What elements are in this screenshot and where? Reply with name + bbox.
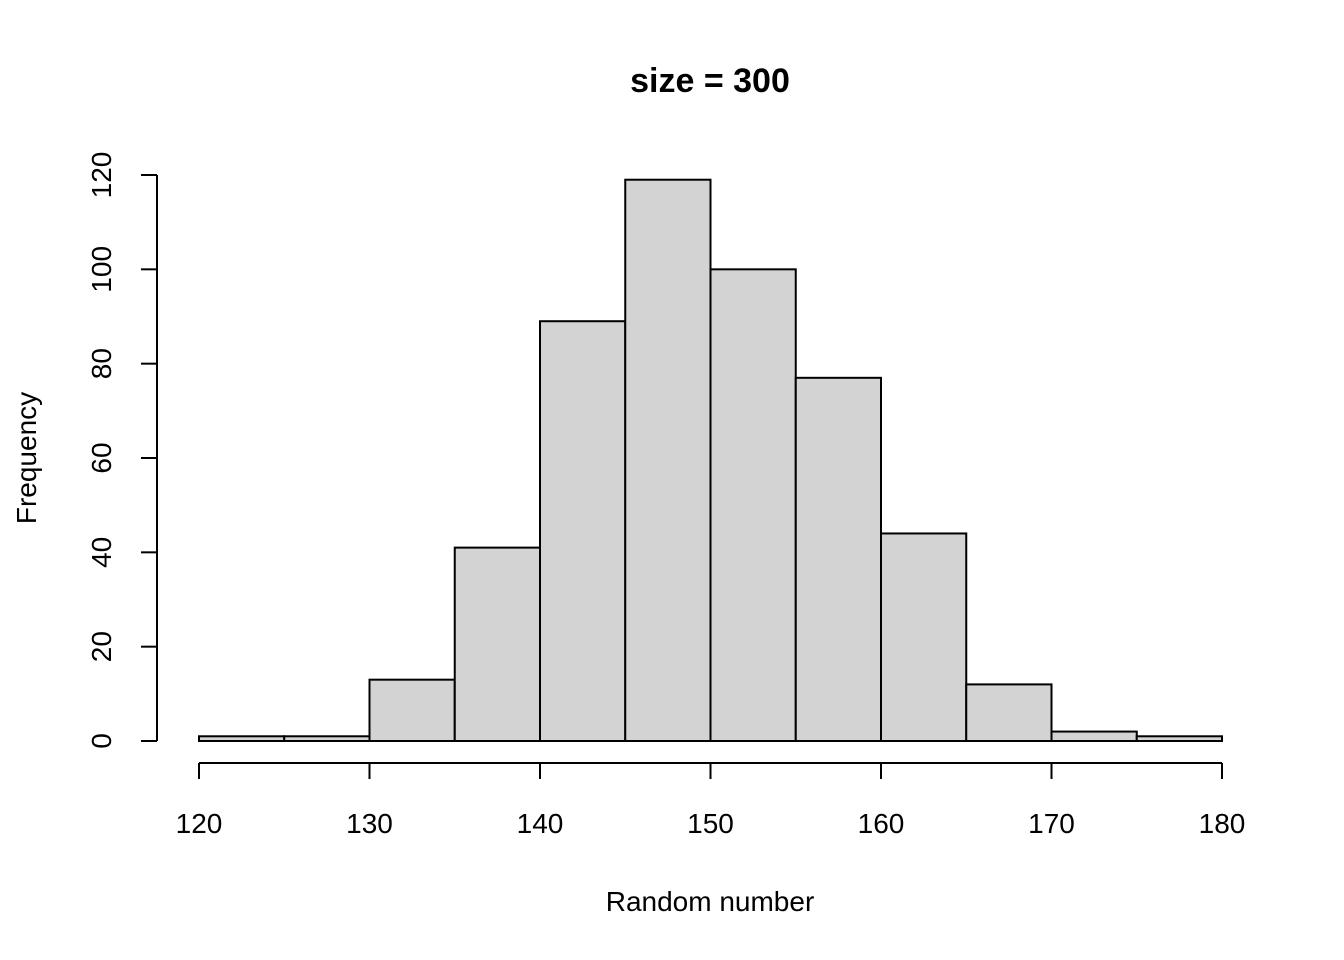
y-tick-label: 120 xyxy=(86,152,117,199)
x-axis: 120 130 140 150 160 170 180 xyxy=(176,762,1246,839)
histogram-bar xyxy=(965,683,1053,743)
histogram-bar xyxy=(1050,730,1138,742)
histogram-bar xyxy=(1135,735,1223,742)
histogram-bar xyxy=(453,546,541,742)
y-tick-label: 60 xyxy=(86,442,117,473)
y-tick-label: 20 xyxy=(86,631,117,662)
y-tick-label: 0 xyxy=(86,733,117,749)
histogram-bar xyxy=(283,735,371,742)
y-axis: 0 20 40 60 80 100 120 xyxy=(86,152,158,749)
x-tick-label: 140 xyxy=(517,808,564,839)
histogram-bar xyxy=(624,178,712,742)
y-tick-label: 40 xyxy=(86,537,117,568)
histogram-bar xyxy=(880,532,968,743)
x-tick-label: 150 xyxy=(687,808,734,839)
x-axis-label: Random number xyxy=(606,886,815,917)
histogram-bar xyxy=(794,376,882,742)
histogram-bar xyxy=(368,678,456,743)
histogram-bar xyxy=(198,735,286,742)
histogram-bar xyxy=(709,268,797,742)
x-tick-label: 170 xyxy=(1028,808,1075,839)
x-tick-label: 120 xyxy=(176,808,223,839)
y-tick-label: 100 xyxy=(86,246,117,293)
y-axis-label: Frequency xyxy=(11,392,42,524)
chart-title: size = 300 xyxy=(630,62,790,100)
x-tick-label: 130 xyxy=(346,808,393,839)
bars-group xyxy=(198,178,1223,743)
x-tick-label: 180 xyxy=(1199,808,1246,839)
histogram-bar xyxy=(539,320,627,742)
y-tick-label: 80 xyxy=(86,348,117,379)
x-tick-label: 160 xyxy=(858,808,905,839)
